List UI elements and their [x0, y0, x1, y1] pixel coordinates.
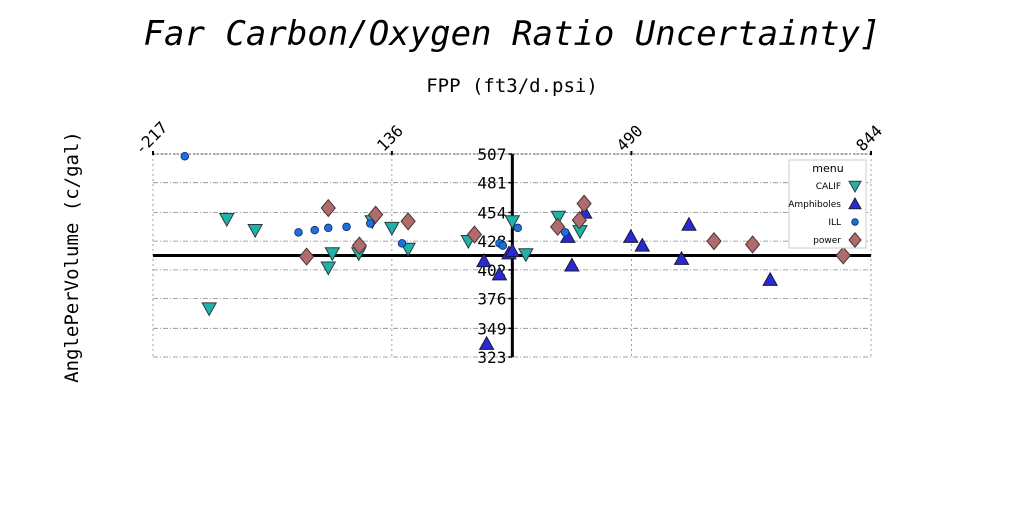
point-power — [400, 212, 416, 231]
point-ill — [397, 239, 407, 248]
point-amphiboles — [478, 335, 495, 350]
chart-title: Far Carbon/Oxygen Ratio Uncertainty] — [144, 14, 881, 54]
point-power — [466, 225, 483, 244]
point-amphiboles — [622, 228, 639, 243]
point-calif — [518, 248, 534, 263]
y-tick-label: 349 — [477, 319, 506, 338]
point-power — [706, 231, 722, 251]
point-ill — [342, 222, 351, 232]
point-calif — [384, 221, 400, 236]
point-power — [320, 198, 336, 218]
point-amphiboles — [634, 237, 651, 252]
data-points — [180, 151, 851, 350]
point-calif — [550, 210, 567, 225]
legend-label: CALIF — [816, 182, 841, 192]
y-axis-label: AnglePerVolume (c/gal) — [61, 131, 83, 383]
point-ill — [324, 223, 333, 233]
point-ill — [513, 223, 523, 233]
point-calif — [247, 224, 264, 239]
legend-marker-calif — [848, 180, 862, 194]
y-tick-label: 507 — [477, 145, 506, 164]
y-tick-label: 481 — [477, 174, 506, 193]
legend-label: ILL — [828, 218, 841, 228]
point-power — [744, 235, 761, 254]
point-amphiboles — [504, 243, 521, 258]
point-amphiboles — [564, 257, 580, 272]
x-tick-label: 136 — [373, 121, 407, 155]
point-amphiboles — [476, 252, 492, 268]
point-amphiboles — [762, 271, 779, 286]
legend-marker-ill — [851, 218, 859, 226]
legend-label: Amphiboles — [788, 200, 841, 210]
point-ill — [560, 228, 570, 237]
point-ill — [294, 228, 303, 237]
legend-marker-amphiboles — [848, 196, 862, 210]
point-amphiboles — [681, 216, 697, 231]
point-power — [571, 211, 587, 230]
legend-title: menu — [812, 162, 843, 175]
point-power — [351, 236, 368, 255]
point-ill — [498, 241, 508, 250]
point-amphiboles — [673, 250, 690, 265]
point-calif — [320, 261, 337, 276]
point-ill — [180, 151, 190, 161]
point-ill — [365, 219, 375, 228]
x-axis-label: FPP (ft3/d.psi) — [426, 75, 598, 97]
point-power — [367, 205, 384, 224]
x-tick-label: -217 — [131, 118, 172, 159]
y-tick-label: 376 — [477, 290, 506, 309]
x-tick-label: 490 — [613, 121, 647, 155]
point-calif — [324, 247, 341, 262]
legend: menu CALIF Amphiboles ILL power — [788, 159, 867, 249]
point-power — [550, 217, 566, 236]
legend-label: power — [813, 236, 841, 246]
x-tick-label: 844 — [852, 121, 886, 155]
point-calif — [218, 212, 235, 228]
point-ill — [310, 225, 319, 235]
point-amphiboles — [491, 266, 508, 281]
y-tick-label: 454 — [477, 203, 506, 222]
point-power — [298, 247, 315, 266]
legend-marker-power — [848, 232, 862, 248]
point-power — [835, 246, 851, 265]
point-power — [576, 194, 592, 213]
point-calif — [504, 215, 521, 230]
point-calif — [201, 302, 218, 317]
y-tick-label: 323 — [477, 348, 506, 367]
